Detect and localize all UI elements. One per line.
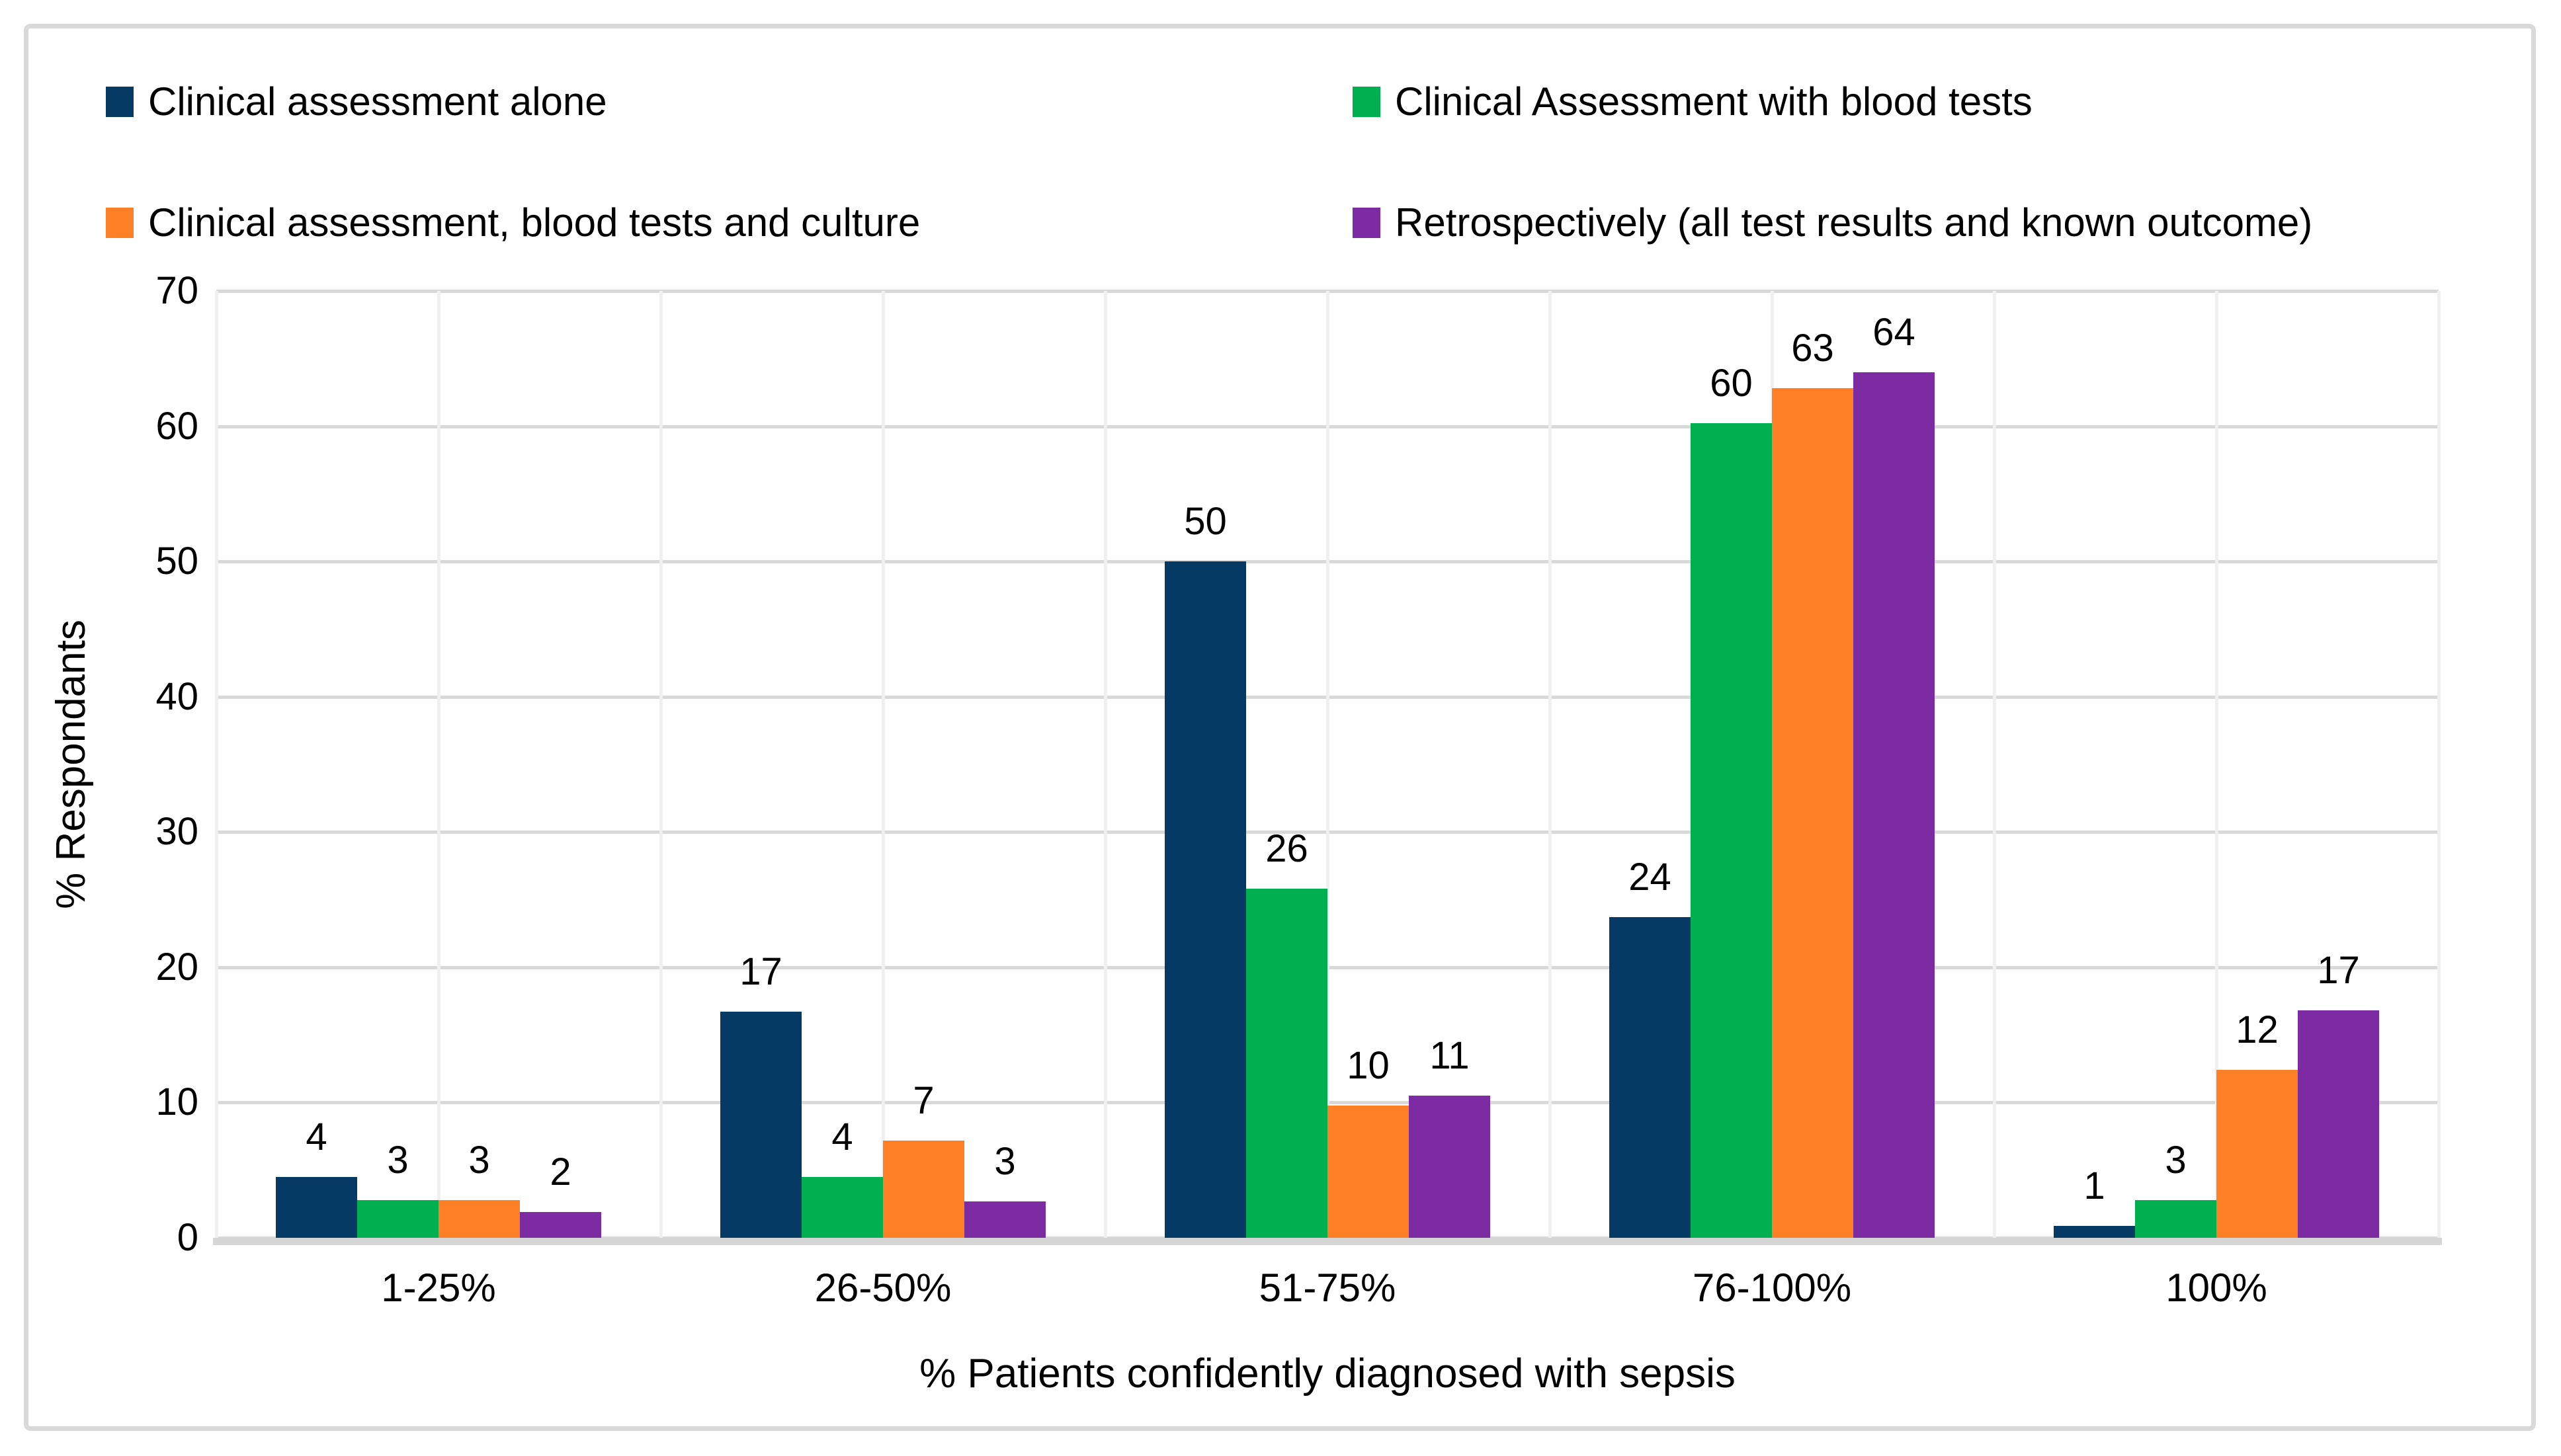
bar: [883, 1140, 964, 1238]
bar-value-label: 3: [2165, 1138, 2187, 1182]
bar: [520, 1212, 601, 1238]
bar: [1327, 1105, 1409, 1238]
vertical-gridline: [215, 291, 218, 1238]
bar-value-label: 24: [1628, 856, 1671, 899]
y-tick-label: 70: [155, 269, 198, 312]
bar: [720, 1012, 802, 1238]
bar: [2298, 1010, 2379, 1238]
y-tick-label: 60: [155, 404, 198, 448]
y-tick-label: 20: [155, 945, 198, 989]
bar: [964, 1201, 1046, 1238]
x-tick-label: 1-25%: [381, 1266, 496, 1310]
bar: [2135, 1199, 2216, 1238]
y-tick-label: 0: [177, 1216, 198, 1259]
legend-swatch: [1353, 208, 1380, 238]
y-tick-label: 40: [155, 674, 198, 718]
vertical-gridline: [1548, 291, 1552, 1238]
bar-value-label: 2: [550, 1151, 571, 1194]
legend-label: Retrospectively (all test results and kn…: [1395, 200, 2313, 245]
vertical-gridline: [2437, 291, 2441, 1238]
bar-value-label: 63: [1791, 327, 1834, 370]
bar-value-label: 50: [1184, 500, 1227, 544]
vertical-gridline: [882, 291, 885, 1238]
vertical-gridline: [437, 291, 441, 1238]
legend-item: Clinical Assessment with blood tests: [1353, 81, 2033, 123]
bar: [1246, 889, 1327, 1238]
legend-item: Clinical assessment, blood tests and cul…: [106, 202, 920, 244]
bar-value-label: 3: [468, 1138, 490, 1182]
bar-value-label: 10: [1347, 1043, 1390, 1087]
bar: [1691, 423, 1772, 1238]
vertical-gridline: [1993, 291, 1996, 1238]
bar: [1409, 1096, 1490, 1238]
legend-item: Retrospectively (all test results and kn…: [1353, 202, 2312, 244]
bar-value-label: 17: [2317, 949, 2360, 992]
bar: [2054, 1225, 2135, 1238]
bar-value-label: 3: [994, 1139, 1016, 1183]
legend-swatch: [106, 208, 134, 238]
bar: [439, 1199, 520, 1238]
bar-value-label: 4: [831, 1115, 853, 1158]
legend-swatch: [1353, 87, 1380, 117]
bar-value-label: 17: [739, 950, 782, 994]
bar-value-label: 64: [1872, 310, 1915, 354]
bar: [1609, 917, 1691, 1238]
x-tick-label: 76-100%: [1692, 1266, 1852, 1310]
bar: [2216, 1070, 2298, 1238]
bar-value-label: 11: [1429, 1034, 1470, 1078]
legend-label: Clinical assessment, blood tests and cul…: [148, 200, 921, 245]
y-axis-title: % Respondants: [48, 620, 94, 909]
x-axis-title: % Patients confidently diagnosed with se…: [919, 1351, 1736, 1396]
bar-value-label: 26: [1265, 827, 1308, 871]
vertical-gridline: [659, 291, 663, 1238]
y-tick-label: 10: [155, 1080, 198, 1124]
bar-value-label: 12: [2236, 1008, 2279, 1052]
vertical-gridline: [1326, 291, 1329, 1238]
bar: [802, 1176, 883, 1238]
y-tick-label: 50: [155, 540, 198, 583]
bar-value-label: 1: [2083, 1164, 2105, 1207]
legend-label: Clinical Assessment with blood tests: [1395, 79, 2033, 124]
bar: [276, 1176, 357, 1238]
legend-label: Clinical assessment alone: [148, 79, 607, 124]
bar: [1772, 388, 1853, 1238]
legend-item: Clinical assessment alone: [106, 81, 607, 123]
bar: [357, 1199, 439, 1238]
bar-value-label: 4: [306, 1115, 327, 1158]
bar: [1853, 372, 1935, 1238]
bar-value-label: 7: [913, 1078, 935, 1122]
vertical-gridline: [2215, 291, 2218, 1238]
vertical-gridline: [1104, 291, 1107, 1238]
bar: [1165, 561, 1246, 1238]
x-tick-label: 100%: [2165, 1266, 2267, 1310]
x-axis-line: [213, 1238, 2442, 1245]
y-tick-label: 30: [155, 810, 198, 854]
bar-value-label: 3: [387, 1138, 409, 1182]
x-tick-label: 26-50%: [814, 1266, 952, 1310]
x-tick-label: 51-75%: [1259, 1266, 1396, 1310]
legend-swatch: [106, 87, 134, 117]
bar-value-label: 60: [1710, 362, 1753, 405]
